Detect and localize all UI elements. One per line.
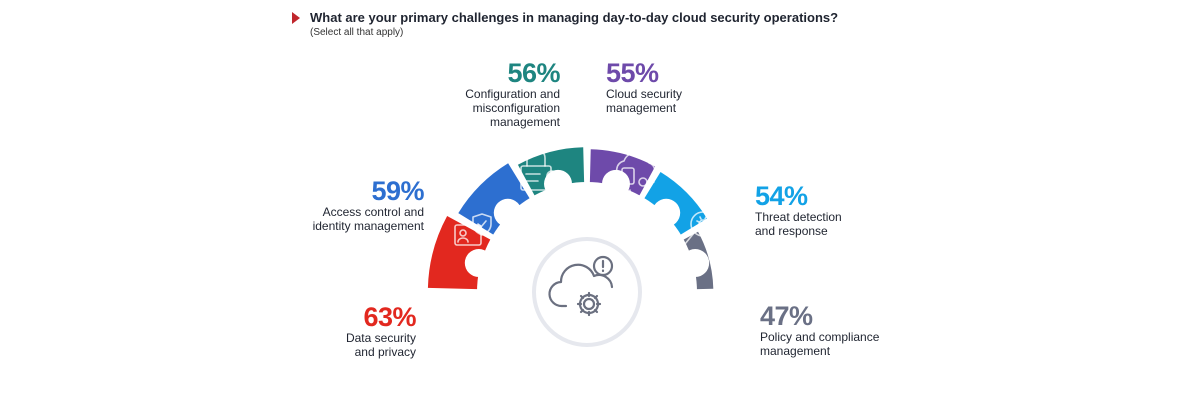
category-label-access-control: Access control and identity management	[312, 205, 424, 233]
label-data-security: 63% Data security and privacy	[290, 302, 417, 359]
chart-subtitle: (Select all that apply)	[310, 27, 404, 38]
label-configuration: 56% Configuration and misconfiguration m…	[420, 59, 560, 129]
category-label-threat-detection: Threat detection and response	[755, 210, 842, 238]
center-hub	[464, 169, 710, 402]
category-label-data-security: Data security and privacy	[345, 331, 416, 359]
cloud-key-icon	[616, 151, 656, 197]
value-label-cloud-security: 55%	[606, 58, 659, 88]
value-label-data-security: 63%	[363, 302, 416, 332]
chart-title: What are your primary challenges in mana…	[310, 10, 839, 25]
padlock-settings-icon	[520, 148, 558, 191]
cloud-gear-alert-icon	[548, 255, 614, 317]
label-access-control: 59% Access control and identity manageme…	[260, 176, 425, 233]
document-lock-icon	[451, 303, 482, 341]
value-label-threat-detection: 54%	[755, 181, 808, 211]
label-cloud-security: 55% Cloud security management	[606, 59, 746, 115]
label-threat-detection: 54% Threat detection and response	[755, 182, 905, 238]
category-label-configuration: Configuration and misconfiguration manag…	[465, 87, 560, 129]
id-card-shield-icon	[454, 213, 492, 246]
category-label-cloud-security: Cloud security management	[606, 87, 683, 115]
header-marker-icon	[292, 12, 300, 24]
value-label-access-control: 59%	[371, 176, 424, 206]
category-label-policy-compliance: Policy and compliance management	[760, 330, 880, 358]
label-policy-compliance: 47% Policy and compliance management	[760, 302, 940, 358]
value-label-policy-compliance: 47%	[760, 301, 813, 331]
magnifier-bug-icon	[684, 211, 716, 245]
value-label-configuration: 56%	[507, 58, 560, 88]
policy-scroll-shield-icon	[692, 307, 726, 345]
